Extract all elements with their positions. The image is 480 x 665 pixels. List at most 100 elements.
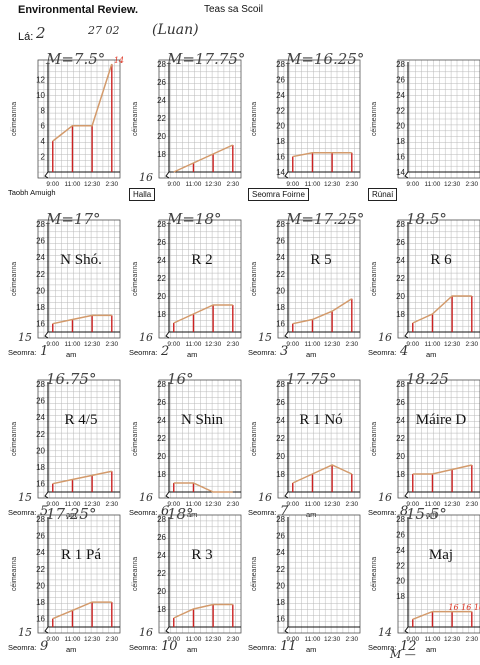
time-unit: am <box>66 350 77 359</box>
y-tick-label: 28 <box>276 515 285 524</box>
room-label: Seomra: <box>248 508 277 517</box>
y-tick-label: 28 <box>157 60 166 69</box>
y-tick-label: 20 <box>157 292 166 301</box>
room-label: Seomra: <box>129 508 158 517</box>
axis-break <box>165 626 170 634</box>
y-tick-label: 18 <box>396 592 405 601</box>
time-unit: am <box>66 510 77 519</box>
y-tick-label: 26 <box>36 532 45 541</box>
y-tick-label: 16 <box>276 615 285 624</box>
room-name: R 6 <box>430 252 452 268</box>
y-tick-label: 20 <box>396 292 405 301</box>
x-tick-label: 2:30 <box>345 501 358 508</box>
grid <box>277 59 361 179</box>
axis-break <box>44 491 49 499</box>
y-tick-label: 24 <box>276 416 285 425</box>
grid <box>397 59 480 179</box>
y-tick-label: 24 <box>36 413 45 422</box>
chart-svg: 16 18 20 22 24 26 28 céimeanna 9:00 11:00 12:30 2:3… <box>251 514 361 643</box>
room-label: Seomra: <box>129 348 158 357</box>
y-tick-label: 22 <box>36 565 45 574</box>
y-tick-label: 20 <box>396 122 405 131</box>
y-tick-label: 28 <box>276 380 285 389</box>
room-label: Seomra Foirne <box>248 188 309 201</box>
time-unit: am <box>187 645 198 654</box>
room-label: Seomra: <box>368 348 397 357</box>
room-name: Máire D <box>415 412 467 428</box>
temp-chart-9: 16 18 20 22 24 26 28 15 céimeanna 9:00 11:00 12:30 2… <box>6 370 124 522</box>
temp-chart-5: 16 18 20 22 24 26 28 15 céimeanna 9:00 11:00 12:30 2… <box>6 210 124 362</box>
grid <box>277 219 361 339</box>
y-tick-label: 24 <box>157 416 166 425</box>
x-tick-label: 12:30 <box>84 341 101 348</box>
y-tick-label: 24 <box>36 253 45 262</box>
x-tick-label: 11:00 <box>186 636 202 643</box>
y-tick-label: 28 <box>276 220 285 229</box>
x-tick-label: 11:00 <box>186 341 202 348</box>
y-axis-label: céimeanna <box>371 262 378 296</box>
y-axis-label: céimeanna <box>371 557 378 591</box>
y-tick-label: 18 <box>396 137 405 146</box>
y-tick-label: 2 <box>41 153 46 162</box>
page-title: Environmental Review. <box>18 4 139 16</box>
y-tick-label: 24 <box>276 91 285 100</box>
mean-temp: M=17° <box>46 210 101 228</box>
y-tick-label: 26 <box>276 398 285 407</box>
y-tick-label: 28 <box>157 515 166 524</box>
data-line <box>52 63 113 142</box>
x-tick-label: 12:30 <box>84 636 101 643</box>
y-tick-label: 24 <box>396 91 405 100</box>
y-tick-label: 22 <box>157 569 166 578</box>
axis-break <box>44 331 49 339</box>
temp-chart-2: 18 20 22 24 26 28 16 céimeanna 9:00 11:00 12:30 2:3… <box>127 50 245 202</box>
x-tick-label: 12:30 <box>324 636 341 643</box>
y-tick-label: 26 <box>396 75 405 84</box>
y-axis-label: céimeanna <box>11 422 18 456</box>
grid <box>158 219 242 339</box>
y-tick-label: 24 <box>36 548 45 557</box>
x-tick-label: 12:30 <box>324 341 341 348</box>
x-tick-label: 2:30 <box>105 501 118 508</box>
chart-svg: 14 16 18 20 22 24 26 28 céimeanna 9:00 11:00 12:30 2… <box>251 59 361 188</box>
name-value: (Luan) <box>152 22 199 38</box>
x-tick-label: 11:00 <box>305 341 321 348</box>
mean-temp: 16.75° <box>46 370 97 388</box>
date-value: 27 02 <box>88 24 120 37</box>
y-tick-label: 20 <box>276 122 285 131</box>
y-tick-label: 28 <box>276 60 285 69</box>
chart-svg: 18 20 22 24 26 28 16 céimeanna 9:00 11:00 12:30 2:3… <box>371 219 480 348</box>
data-line <box>173 144 234 173</box>
mean-temp: M=16.25° <box>286 50 365 68</box>
x-tick-label: 9:00 <box>406 636 419 643</box>
y-tick-label: 22 <box>396 106 405 115</box>
room-label: Seomra: <box>248 643 277 652</box>
time-unit: am <box>426 510 437 519</box>
y-axis-label: céimeanna <box>11 557 18 591</box>
y-tick-label: 26 <box>157 533 166 542</box>
temp-chart-12: 18 20 22 24 26 28 16 céimeanna 9:00 11:00 12:30 2:3… <box>366 370 480 522</box>
grid <box>37 514 121 634</box>
x-tick-label: 2:30 <box>105 636 118 643</box>
data-line <box>412 295 472 324</box>
y-tick-label: 24 <box>157 256 166 265</box>
time-unit: am <box>187 350 198 359</box>
y-axis-label: céimeanna <box>251 102 258 136</box>
room-label: Taobh Amuigh <box>8 188 56 197</box>
room-number: 11 <box>280 639 297 654</box>
time-unit: am <box>426 645 437 654</box>
y-tick-low: 16 <box>139 491 153 504</box>
y-tick-low: 14 <box>378 626 392 639</box>
chart-svg: 18 20 22 24 26 28 16 céimeanna 9:00 11:00 12:30 2:3… <box>132 379 242 508</box>
y-tick-label: 28 <box>36 220 45 229</box>
x-tick-label: 2:30 <box>226 636 239 643</box>
temp-chart-1: 2 4 6 8 10 12 céimeanna 9:00 11:00 12:30 2:30 M=7.5… <box>6 50 124 202</box>
y-tick-label: 16 <box>36 480 45 489</box>
room-label: Seomra: <box>8 643 37 652</box>
mean-temp: M=7.5° <box>46 50 106 68</box>
mean-temp: 18.25 <box>406 370 449 388</box>
y-tick-low: 15 <box>18 626 32 639</box>
y-tick-label: 24 <box>157 96 166 105</box>
x-tick-label: 2:30 <box>345 181 358 188</box>
x-tick-label: 2:30 <box>345 341 358 348</box>
data-line <box>173 304 233 324</box>
